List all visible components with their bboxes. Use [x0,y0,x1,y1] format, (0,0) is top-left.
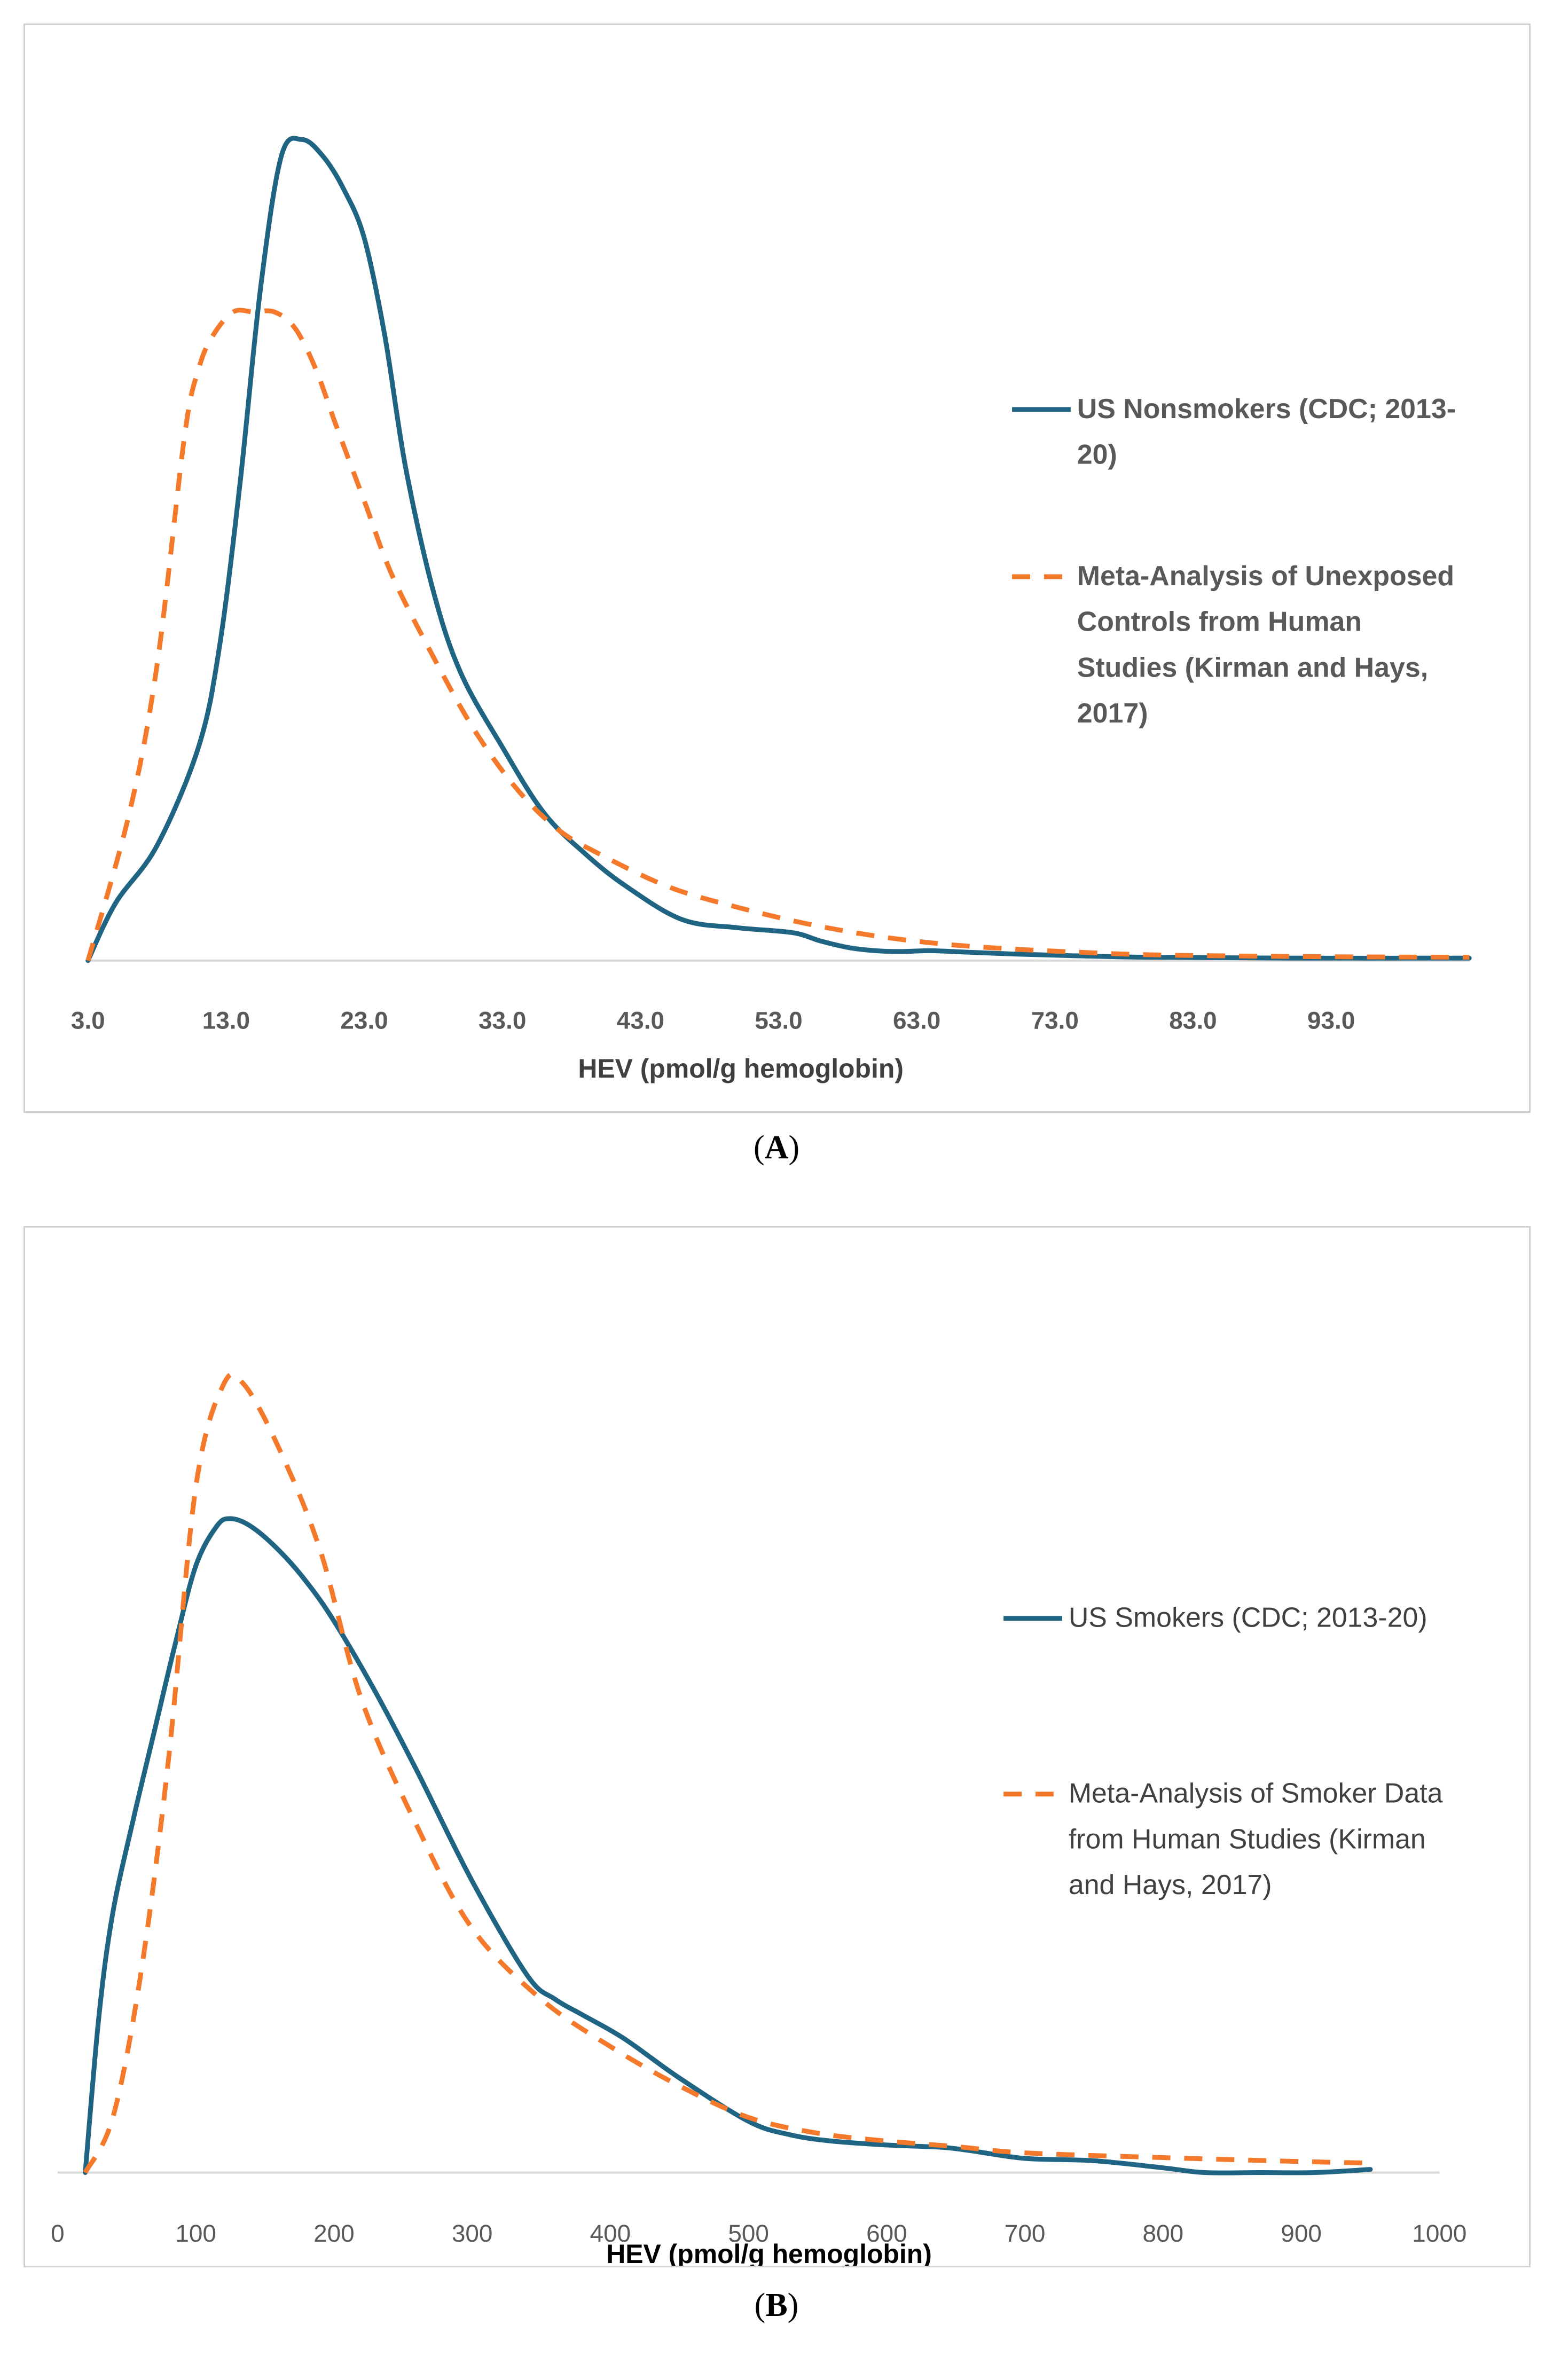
x-tick-label: 1000 [1412,2219,1466,2247]
x-axis-title: HEV (pmol/g hemoglobin) [578,1054,904,1083]
series-line-meta-analysis [85,308,1470,962]
x-tick-label: 300 [452,2219,493,2247]
x-tick-label: 800 [1143,2219,1184,2247]
series-line-meta-analysis [83,1372,1371,2174]
series-line-us-cdc [83,1516,1373,2175]
legend-label: Meta-Analysis of Unexposed [1077,560,1454,591]
legend-label: from Human Studies (Kirman [1069,1823,1426,1854]
chart-a-svg: 3.0 13.0 23.0 33.0 43.0 53.0 63.0 73.0 83.0 93.0 H… [71,136,1472,1083]
x-tick-label: 500 [728,2219,769,2247]
legend-entry: Meta-Analysis of Smoker Data from Human S… [1003,1778,1443,1900]
series-line-us-cdc [85,136,1472,963]
x-tick-label: 23.0 [340,1006,388,1034]
x-tick-label: 93.0 [1307,1006,1355,1034]
caption-a: (A) [753,1129,800,1166]
x-tick-label: 83.0 [1169,1006,1217,1034]
legend-label: Studies (Kirman and Hays, [1077,651,1428,682]
x-tick-label: 13.0 [202,1006,250,1034]
x-tick-label: 400 [590,2219,631,2247]
x-tick-label: 700 [1005,2219,1046,2247]
x-tick-label: 100 [175,2219,216,2247]
legend-label: 2017) [1077,697,1148,728]
caption-a-label: A [764,1129,789,1166]
x-tick-label: 43.0 [617,1006,664,1034]
legend-entry: US Nonsmokers (CDC; 2013- 20) [1012,393,1456,470]
chart-panel-b: 0 100 200 300 400 500 600 700 800 900 1000 HEV (pmo… [23,1226,1531,2267]
x-tick-label: 33.0 [479,1006,526,1034]
legend-label: US Nonsmokers (CDC; 2013- [1077,393,1456,424]
chart-b-svg: 0 100 200 300 400 500 600 700 800 900 1000 HEV (pmo… [51,1372,1466,2266]
legend-entry: Meta-Analysis of Unexposed Controls from … [1012,560,1454,728]
x-tick-label: 53.0 [755,1006,802,1034]
chart-panel-a: 3.0 13.0 23.0 33.0 43.0 53.0 63.0 73.0 83.0 93.0 H… [23,23,1531,1113]
caption-b: (B) [754,2287,799,2323]
x-tick-label: 900 [1281,2219,1322,2247]
x-tick-label: 63.0 [893,1006,940,1034]
legend-label: Controls from Human [1077,606,1362,637]
x-tick-label: 0 [51,2219,65,2247]
legend-label: US Smokers (CDC; 2013-20) [1069,1602,1427,1633]
legend-entry: US Smokers (CDC; 2013-20) [1003,1602,1427,1633]
x-tick-label: 73.0 [1031,1006,1079,1034]
caption-b-label: B [765,2287,788,2323]
x-axis-title: HEV (pmol/g hemoglobin) [606,2239,932,2266]
legend-label: and Hays, 2017) [1069,1869,1272,1900]
legend-label: Meta-Analysis of Smoker Data [1069,1778,1443,1809]
legend-label: 20) [1077,439,1117,470]
x-tick-label: 600 [866,2219,907,2247]
x-tick-label: 3.0 [71,1006,105,1034]
x-tick-label: 200 [313,2219,355,2247]
